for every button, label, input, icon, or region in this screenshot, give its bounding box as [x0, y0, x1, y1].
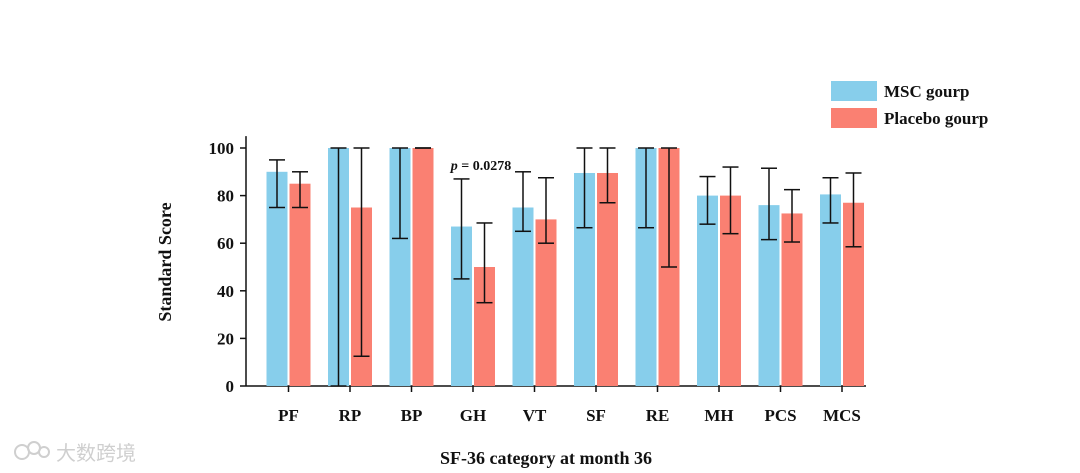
watermark-logo-icon: [14, 441, 50, 460]
bars: [266, 148, 864, 386]
watermark: 大数跨境: [14, 441, 136, 465]
bar-msc-vt: [512, 207, 534, 386]
y-axis: 0 20 40 60 80 100: [209, 136, 247, 396]
bar-msc-pf: [266, 171, 288, 386]
x-tick-label: BP: [401, 406, 423, 425]
bar-placebo-mh: [720, 195, 741, 386]
y-tick-label: 0: [226, 377, 235, 396]
y-tick-label: 20: [217, 329, 234, 348]
bar-placebo-sf: [597, 172, 618, 386]
bar-placebo-mcs: [843, 202, 864, 386]
legend: MSC gourp Placebo gourp: [831, 81, 988, 128]
watermark-text: 大数跨境: [56, 441, 136, 465]
p-value-annotation: p = 0.0278: [450, 159, 511, 174]
bar-msc-bp: [389, 148, 411, 386]
bar-placebo-pcs: [781, 213, 803, 386]
bar-placebo-vt: [535, 219, 557, 386]
bar-placebo-bp: [412, 148, 434, 386]
error-bars: [269, 147, 862, 387]
x-tick-label: PF: [278, 406, 299, 425]
bar-msc-sf: [574, 172, 595, 386]
y-axis-title: Standard Score: [155, 202, 175, 321]
bar-msc-re: [635, 148, 657, 386]
bar-placebo-pf: [289, 183, 311, 386]
x-tick-label: MH: [704, 406, 733, 425]
x-axis-title: SF-36 category at month 36: [440, 448, 652, 468]
annotations: p = 0.0278: [450, 159, 511, 174]
y-tick-label: 100: [209, 139, 235, 158]
y-tick-label: 60: [217, 234, 234, 253]
y-tick-label: 40: [217, 282, 234, 301]
bar-msc-pcs: [758, 205, 780, 386]
legend-label-msc: MSC gourp: [884, 82, 969, 101]
x-tick-label: SF: [586, 406, 606, 425]
legend-label-placebo: Placebo gourp: [884, 109, 988, 128]
x-tick-label: RE: [646, 406, 670, 425]
legend-swatch-msc: [831, 81, 877, 101]
x-tick-label: PCS: [764, 406, 796, 425]
x-tick-label: VT: [523, 406, 547, 425]
bar-msc-mcs: [820, 194, 841, 386]
x-tick-label: GH: [460, 406, 486, 425]
x-tick-label: MCS: [823, 406, 861, 425]
legend-swatch-placebo: [831, 108, 877, 128]
x-axis: PF RP BP GH VT SF RE MH PCS MCS: [246, 385, 866, 425]
x-tick-label: RP: [339, 406, 362, 425]
bar-placebo-gh: [474, 267, 495, 386]
bar-msc-gh: [451, 226, 472, 386]
y-tick-label: 80: [217, 187, 234, 206]
bar-msc-mh: [697, 195, 718, 386]
